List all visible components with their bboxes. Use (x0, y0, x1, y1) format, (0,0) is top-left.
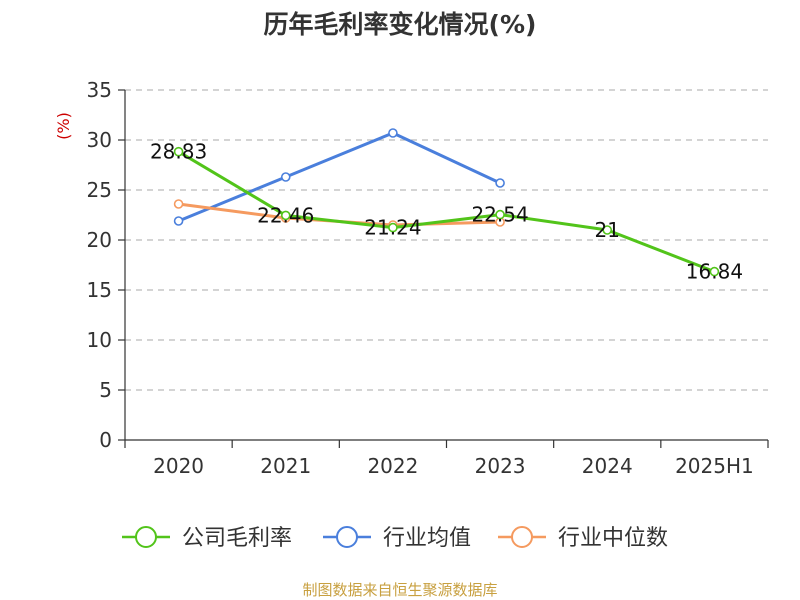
legend-item-1[interactable]: 行业均值 (323, 526, 471, 551)
series-0-point-2024[interactable] (602, 225, 613, 235)
legend-swatch-marker-0 (135, 526, 157, 548)
y-tick-label-15: 15 (87, 278, 112, 302)
series-1-point-2022[interactable] (388, 128, 398, 138)
x-tick-label-2021: 2021 (260, 454, 311, 478)
series-0-point-2023[interactable] (495, 209, 505, 220)
y-tick-label-5: 5 (99, 378, 112, 402)
data-label-2021: 22.46 (257, 203, 314, 227)
y-axis-unit: (%) (54, 112, 73, 140)
source-note: 制图数据来自恒生聚源数据库 (302, 581, 497, 599)
legend-item-2[interactable]: 行业中位数 (498, 526, 668, 551)
series-lines (173, 128, 720, 277)
data-label-2024: 21 (595, 218, 620, 242)
data-label-2022: 21.24 (364, 216, 421, 240)
x-tick-label-2020: 2020 (153, 454, 204, 478)
series-0-point-2022[interactable] (388, 222, 398, 233)
legend-swatch-marker-2 (511, 526, 533, 548)
legend-swatch-marker-1 (336, 526, 358, 548)
series-0-point-2025H1[interactable] (709, 266, 720, 277)
series-1-point-2020[interactable] (173, 216, 184, 226)
y-tick-label-0: 0 (99, 428, 112, 452)
legend-item-0[interactable]: 公司毛利率 (122, 526, 292, 551)
data-labels: 28.83 22.46 21.24 22.54 21 16.84 (150, 140, 743, 284)
series-line-0 (177, 150, 715, 273)
series-0-point-2020[interactable] (173, 146, 184, 157)
y-tick-label-25: 25 (87, 178, 112, 202)
x-tick-label-2024: 2024 (582, 454, 633, 478)
data-label-2023: 22.54 (471, 203, 528, 227)
series-0-point-2021[interactable] (280, 210, 291, 221)
series-2-point-2020[interactable] (173, 199, 184, 209)
y-tick-label-10: 10 (87, 328, 112, 352)
x-tick-label-2023: 2023 (475, 454, 526, 478)
data-label-2025H1: 16.84 (686, 260, 743, 284)
legend: 公司毛利率 行业均值 行业中位数 (122, 526, 668, 551)
x-tick-label-2025H1: 2025H1 (675, 454, 754, 478)
legend-label-1: 行业均值 (383, 526, 471, 551)
legend-label-2: 行业中位数 (558, 526, 668, 551)
y-tick-label-30: 30 (87, 128, 112, 152)
grid-lines (125, 89, 768, 391)
chart-title: 历年毛利率变化情况(%) (264, 10, 537, 39)
axes: 0 5 10 15 20 25 30 35 2020 2021 2022 2023 2024 2025H1 (87, 78, 769, 478)
series-1-point-2021[interactable] (280, 172, 291, 182)
x-tick-label-2022: 2022 (367, 454, 418, 478)
series-line-1 (178, 131, 501, 223)
series-1-point-2023[interactable] (495, 178, 505, 188)
data-label-2020: 28.83 (150, 140, 207, 164)
y-tick-label-20: 20 (87, 228, 112, 252)
legend-label-0: 公司毛利率 (182, 526, 292, 551)
y-tick-label-35: 35 (87, 78, 112, 102)
